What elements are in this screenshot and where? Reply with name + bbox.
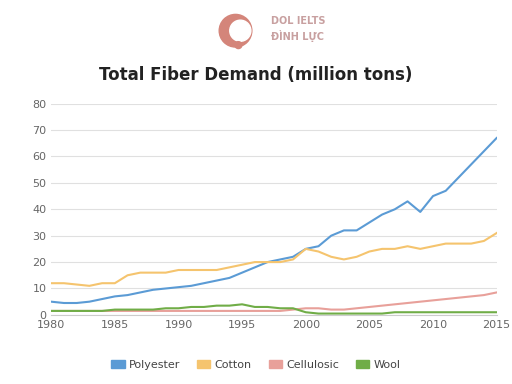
Circle shape [230,20,251,41]
Legend: Polyester, Cotton, Cellulosic, Wool: Polyester, Cotton, Cellulosic, Wool [107,356,405,375]
Text: ĐÌNH LỰC: ĐÌNH LỰC [271,30,325,43]
Circle shape [219,15,252,47]
Circle shape [235,42,242,49]
Text: Total Fiber Demand (million tons): Total Fiber Demand (million tons) [99,66,413,84]
Text: DOL IELTS: DOL IELTS [271,16,326,26]
